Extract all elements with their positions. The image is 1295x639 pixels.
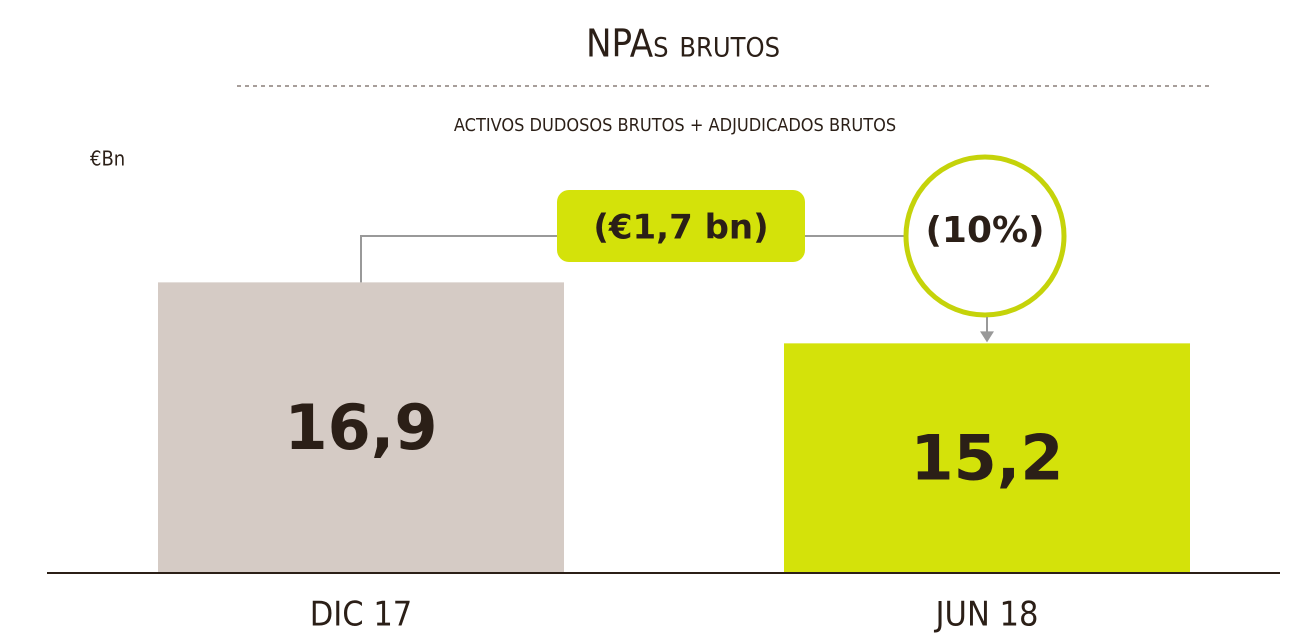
value-label: 16,9 bbox=[285, 391, 438, 464]
change-percent: (10%) bbox=[925, 210, 1044, 251]
change-circle bbox=[903, 154, 1067, 318]
value-label: 15,2 bbox=[911, 421, 1064, 494]
bar bbox=[784, 343, 1190, 573]
change-amount: (€1,7 bn) bbox=[593, 208, 768, 248]
arrow-head bbox=[980, 331, 994, 343]
subtitle: ACTIVOS DUDOSOS BRUTOS + ADJUDICADOS BRU… bbox=[454, 115, 896, 136]
bar bbox=[158, 282, 564, 573]
x-tick-label: DIC 17 bbox=[310, 595, 413, 635]
change-pill bbox=[557, 190, 805, 262]
unit-label: €Bn bbox=[90, 147, 125, 171]
x-tick-label: JUN 18 bbox=[934, 595, 1039, 635]
chart-title: NPAs brutos bbox=[586, 22, 780, 66]
